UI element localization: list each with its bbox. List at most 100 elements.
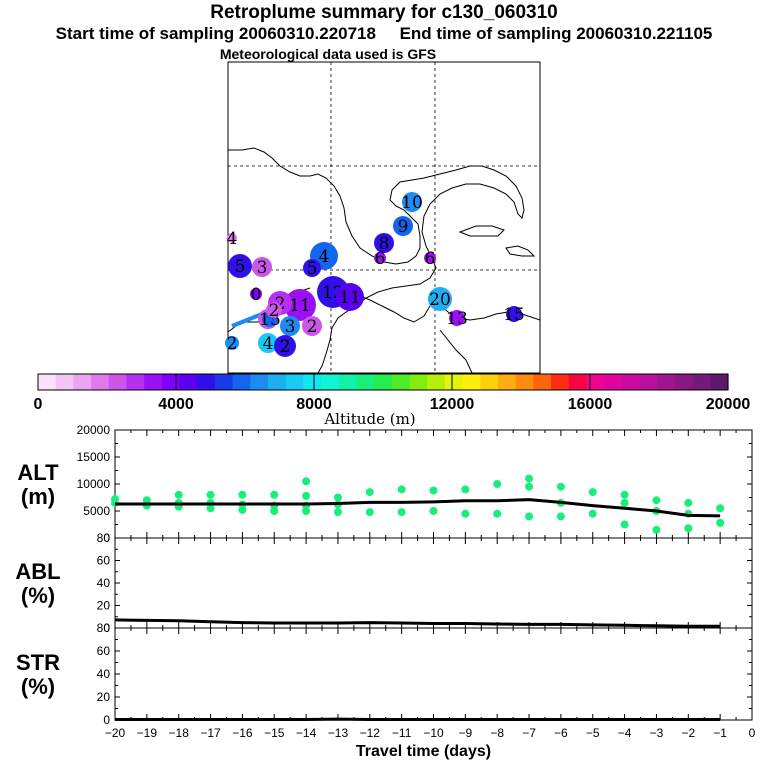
scatter-point [365, 508, 374, 517]
colorbar-swatch [179, 374, 198, 390]
x-tick-label: −7 [522, 726, 536, 740]
coastline [439, 329, 473, 374]
scatter-point [493, 480, 502, 488]
y-tick-label: 0 [103, 531, 110, 545]
panel-frame [114, 627, 753, 721]
colorbar-swatch [250, 374, 269, 390]
map-marker [449, 310, 465, 326]
colorbar-swatch [533, 374, 552, 390]
map-marker [258, 333, 278, 353]
map-marker [424, 252, 436, 264]
map-marker-label: 5 [307, 259, 318, 279]
scatter-point [588, 488, 597, 497]
scatter-point [397, 485, 406, 494]
map-markers: 1098453546601211112315324222013152 [225, 192, 525, 357]
map-marker [402, 192, 422, 212]
map-marker-label: 4 [263, 334, 274, 354]
map-marker [228, 254, 252, 278]
y-tick-label: 40 [97, 576, 111, 590]
map-marker [374, 252, 386, 264]
x-tick-label: −19 [137, 726, 158, 740]
x-tick-label: −2 [681, 726, 695, 740]
colorbar-swatch [356, 374, 375, 390]
median-line [115, 498, 721, 518]
panel-label: ALT [17, 460, 59, 485]
colorbar-swatch [338, 374, 358, 390]
scatter-point [429, 486, 438, 495]
colorbar-swatch [126, 374, 145, 390]
colorbar-swatch [480, 374, 499, 390]
colorbar-tick-label: 0 [34, 396, 43, 413]
scatter-point [397, 508, 406, 517]
colorbar-swatch [674, 374, 694, 390]
colorbar-swatch [427, 374, 446, 390]
scatter-point [493, 509, 502, 518]
map-marker-label: 9 [398, 217, 409, 237]
scatter-point [716, 518, 725, 527]
colorbar-swatch [586, 374, 605, 390]
x-tick-label: −8 [490, 726, 504, 740]
map-marker [252, 257, 272, 277]
colorbar-swatch [285, 374, 304, 390]
chart-subtitle: Start time of sampling 20060310.220718 E… [55, 24, 713, 43]
map-marker [266, 302, 282, 318]
scatter-point [652, 525, 661, 534]
colorbar-swatch [621, 374, 641, 390]
map-marker [250, 288, 262, 300]
scatter-point [556, 512, 565, 521]
colorbar-swatch [444, 374, 464, 390]
map-marker [284, 289, 316, 321]
scatter-point [525, 512, 534, 521]
scatter-point [588, 509, 597, 518]
colorbar-swatch [462, 374, 481, 390]
x-tick-label: −20 [105, 726, 126, 740]
map-marker-label: 8 [379, 234, 390, 254]
y-tick-label: 40 [97, 667, 111, 681]
panel-unit: (%) [21, 674, 55, 699]
panel-frame [114, 429, 753, 539]
coastline [228, 147, 525, 374]
colorbar-swatch [91, 374, 110, 390]
map-marker [302, 316, 322, 336]
colorbar-swatch [108, 374, 128, 390]
x-tick-label: 0 [749, 726, 756, 740]
colorbar-swatch [214, 374, 234, 390]
scatter-point [365, 488, 374, 497]
scatter-point [620, 498, 629, 507]
scatter-point [461, 509, 470, 518]
x-tick-label: −9 [459, 726, 473, 740]
colorbar-label: Altitude (m) [323, 410, 415, 428]
colorbar-swatch [38, 374, 57, 390]
colorbar-tick-label: 8000 [296, 396, 332, 413]
scatter-point [620, 520, 629, 529]
colorbar-swatch [268, 374, 287, 390]
map-marker-label: 20 [429, 290, 451, 310]
chart-title: Retroplume summary for c130_060310 [210, 2, 558, 23]
x-tick-label: −3 [650, 726, 664, 740]
colorbar-swatch [161, 374, 181, 390]
colorbar-swatch [232, 374, 251, 390]
scatter-point [174, 490, 183, 499]
map-marker-label: 0 [251, 285, 262, 305]
x-tick-label: −13 [328, 726, 349, 740]
map-marker [336, 283, 364, 311]
scatter-point [525, 482, 534, 491]
x-tick-label: −5 [586, 726, 600, 740]
x-tick-label: −14 [296, 726, 317, 740]
scatter-point [302, 477, 311, 486]
map-marker [374, 233, 394, 253]
x-tick-label: −11 [392, 726, 412, 740]
scatter-point [556, 482, 565, 491]
scatter-point [429, 507, 438, 515]
map-marker-label: 6 [375, 249, 386, 269]
scatter-point [302, 491, 311, 500]
map-marker-label: 2 [269, 301, 280, 321]
scatter-point [684, 498, 693, 507]
y-tick-label: 0 [103, 621, 110, 635]
x-tick-label: −16 [232, 726, 253, 740]
y-tick-label: 20 [97, 690, 111, 704]
colorbar-swatch [639, 374, 658, 390]
panel-unit: (%) [21, 583, 55, 608]
scatter-point [238, 490, 247, 499]
